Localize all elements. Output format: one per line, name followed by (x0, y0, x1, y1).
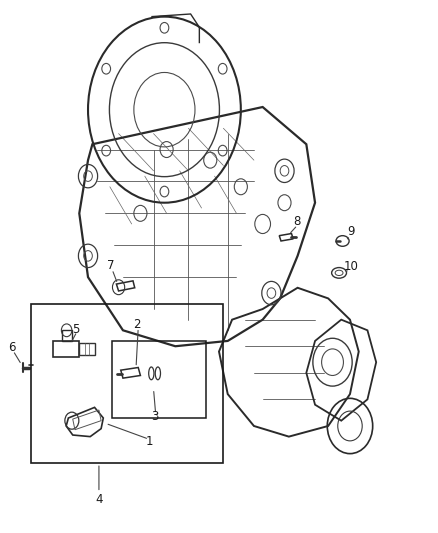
Bar (31, 304, 223, 463)
Text: 1: 1 (145, 435, 153, 448)
Text: 10: 10 (343, 260, 358, 273)
Text: 5: 5 (73, 322, 80, 336)
Text: 8: 8 (293, 215, 300, 228)
Text: 6: 6 (8, 341, 16, 354)
Text: 3: 3 (152, 410, 159, 423)
Text: 7: 7 (107, 259, 114, 272)
Text: 2: 2 (133, 319, 141, 332)
Bar (112, 341, 206, 418)
Text: 4: 4 (95, 493, 102, 506)
Text: 9: 9 (347, 225, 355, 238)
